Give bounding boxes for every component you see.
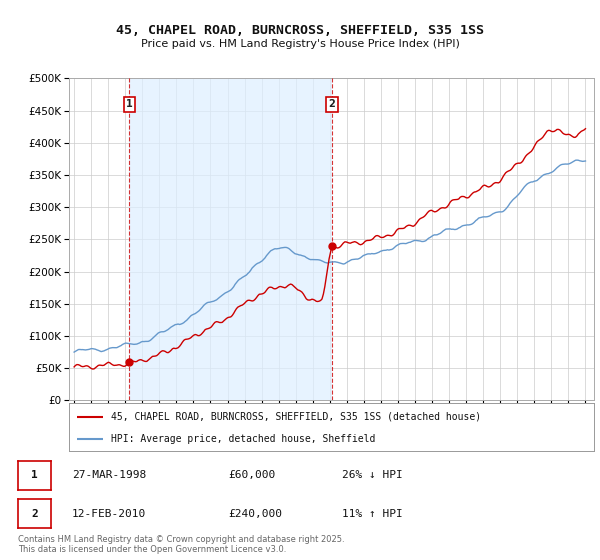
- Text: 1: 1: [126, 99, 133, 109]
- Text: 2: 2: [31, 508, 38, 519]
- Text: £60,000: £60,000: [228, 470, 275, 480]
- Text: £240,000: £240,000: [228, 508, 282, 519]
- Text: 11% ↑ HPI: 11% ↑ HPI: [342, 508, 403, 519]
- Text: 12-FEB-2010: 12-FEB-2010: [72, 508, 146, 519]
- Text: 1: 1: [31, 470, 38, 480]
- Text: Contains HM Land Registry data © Crown copyright and database right 2025.
This d: Contains HM Land Registry data © Crown c…: [18, 535, 344, 554]
- Text: 45, CHAPEL ROAD, BURNCROSS, SHEFFIELD, S35 1SS: 45, CHAPEL ROAD, BURNCROSS, SHEFFIELD, S…: [116, 24, 484, 37]
- Text: Price paid vs. HM Land Registry's House Price Index (HPI): Price paid vs. HM Land Registry's House …: [140, 39, 460, 49]
- Text: HPI: Average price, detached house, Sheffield: HPI: Average price, detached house, Shef…: [111, 434, 376, 444]
- Text: 45, CHAPEL ROAD, BURNCROSS, SHEFFIELD, S35 1SS (detached house): 45, CHAPEL ROAD, BURNCROSS, SHEFFIELD, S…: [111, 412, 481, 422]
- Text: 27-MAR-1998: 27-MAR-1998: [72, 470, 146, 480]
- Text: 2: 2: [328, 99, 335, 109]
- Bar: [130, 78, 332, 400]
- Text: 26% ↓ HPI: 26% ↓ HPI: [342, 470, 403, 480]
